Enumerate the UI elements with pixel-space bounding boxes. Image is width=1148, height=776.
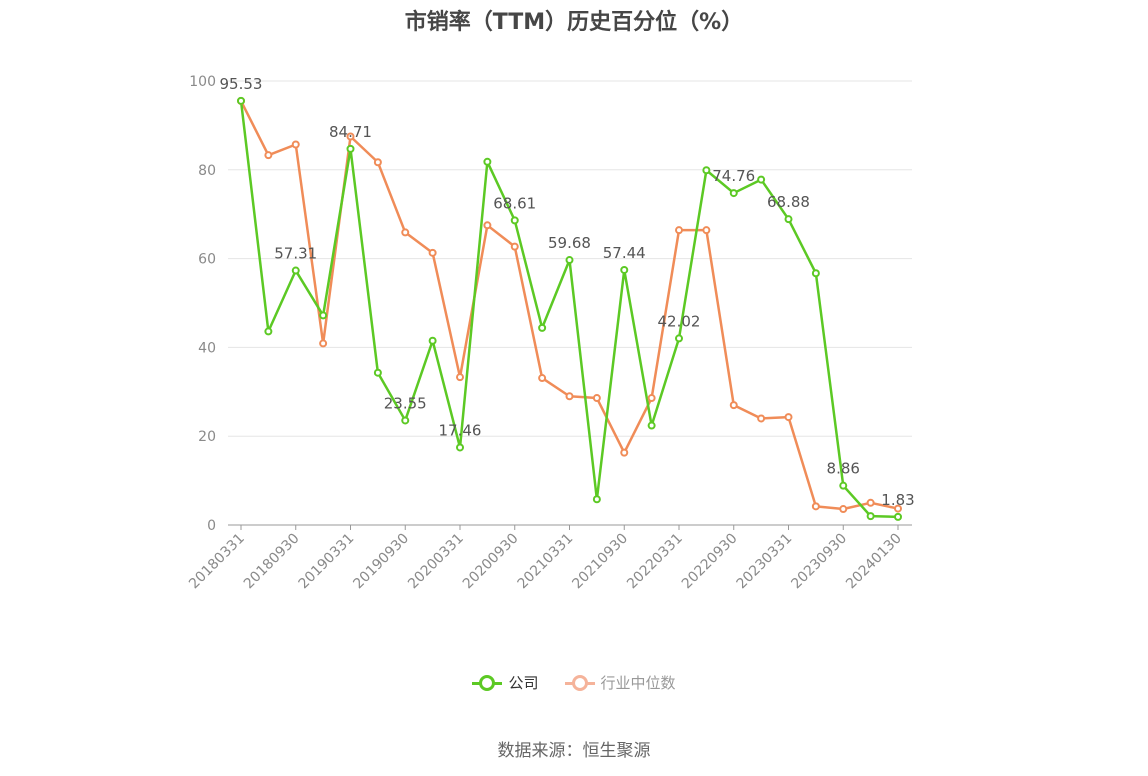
industry-data-point <box>702 226 711 235</box>
x-axis <box>228 524 912 530</box>
company-data-point <box>565 256 574 265</box>
series-points <box>237 96 902 521</box>
company-data-point <box>784 215 793 224</box>
data-label: 74.76 <box>712 167 755 185</box>
industry-data-point <box>264 151 273 160</box>
data-label: 68.61 <box>493 194 536 212</box>
industry-data-point <box>319 339 328 348</box>
industry-series-line <box>239 100 899 511</box>
y-tick-label: 20 <box>198 429 216 445</box>
legend: 公司 行业中位数 <box>0 672 1148 693</box>
x-tick-label: 20210930 <box>569 531 631 593</box>
company-data-point <box>811 269 820 278</box>
industry-data-point <box>510 242 519 251</box>
company-data-point <box>866 512 875 521</box>
data-label: 68.88 <box>767 193 810 211</box>
chart-title: 市销率（TTM）历史百分位（%） <box>404 10 744 35</box>
data-label: 57.44 <box>603 244 646 262</box>
data-label: 95.53 <box>220 75 263 93</box>
company-data-point <box>373 368 382 377</box>
industry-data-point <box>483 221 492 230</box>
company-data-point <box>510 216 519 225</box>
y-tick-label: 80 <box>198 163 216 179</box>
company-data-point <box>401 416 410 425</box>
company-data-point <box>702 166 711 175</box>
data-label: 1.83 <box>881 491 914 509</box>
industry-data-point <box>346 132 355 141</box>
company-data-point <box>483 157 492 166</box>
industry-data-point <box>675 226 683 235</box>
x-tick-label: 20180331 <box>186 531 248 593</box>
company-data-point <box>757 175 766 184</box>
y-tick-label: 60 <box>198 252 216 268</box>
company-data-point <box>428 336 437 345</box>
x-axis-tick-labels: 2018033120180930201903312019093020200331… <box>186 531 905 593</box>
company-data-point <box>647 421 656 430</box>
y-tick-label: 40 <box>198 340 216 356</box>
company-data-point <box>839 481 848 490</box>
data-label: 17.46 <box>439 421 482 439</box>
company-data-point <box>538 323 547 332</box>
company-data-point <box>237 96 245 105</box>
company-data-point <box>291 266 300 275</box>
company-data-point <box>675 334 683 343</box>
series-lines <box>239 100 899 519</box>
y-tick-label: 100 <box>189 74 216 90</box>
x-tick-label: 20180930 <box>241 531 303 593</box>
industry-data-point <box>839 505 848 514</box>
industry-data-point <box>565 392 574 401</box>
data-labels: 95.53 57.31 84.71 23.55 17.46 68.61 59.68 57.44… <box>220 75 915 509</box>
industry-data-point <box>373 158 382 167</box>
y-axis-tick-labels: 0 20 40 60 80 100 <box>189 74 216 534</box>
x-tick-label: 20200331 <box>405 531 467 593</box>
x-tick-label: 20210331 <box>515 531 577 593</box>
y-tick-label: 0 <box>207 518 216 534</box>
company-data-point <box>894 512 902 521</box>
x-tick-label: 20220331 <box>624 531 686 593</box>
industry-data-point <box>894 504 902 513</box>
data-label: 59.68 <box>548 234 591 252</box>
company-data-point <box>264 327 273 336</box>
industry-data-point <box>592 394 601 403</box>
legend-item-company[interactable]: 公司 <box>472 672 539 693</box>
industry-data-point <box>729 401 738 410</box>
line-chart: 0 20 40 60 80 100 201803312018093020190331201… <box>186 74 915 593</box>
data-label: 42.02 <box>658 312 701 330</box>
data-label: 57.31 <box>274 245 317 263</box>
company-data-point <box>319 311 328 320</box>
x-tick-label: 20200930 <box>460 531 522 593</box>
data-label: 8.86 <box>827 460 860 478</box>
company-data-point <box>456 443 464 452</box>
industry-data-point <box>866 498 875 507</box>
data-label: 84.71 <box>329 123 372 141</box>
industry-data-point <box>401 228 410 237</box>
x-tick-label: 20220930 <box>679 531 741 593</box>
x-tick-label: 20230930 <box>788 531 850 593</box>
industry-data-point <box>620 448 629 457</box>
legend-item-industry[interactable]: 行业中位数 <box>564 672 676 693</box>
industry-data-point <box>538 374 547 383</box>
company-data-point <box>620 265 629 274</box>
legend-label-company: 公司 <box>508 674 539 692</box>
company-data-point <box>729 189 738 198</box>
legend-marker-industry-icon <box>564 674 595 691</box>
industry-data-point <box>647 394 656 403</box>
legend-marker-company-icon <box>472 674 503 691</box>
x-tick-label: 20240130 <box>843 531 905 593</box>
x-tick-label: 20230331 <box>734 531 796 593</box>
x-tick-label: 20190930 <box>350 531 412 593</box>
x-tick-label: 20190331 <box>296 531 358 593</box>
industry-data-point <box>757 414 766 423</box>
industry-data-point <box>456 373 464 382</box>
industry-data-point <box>428 248 437 257</box>
industry-data-point <box>291 140 300 149</box>
legend-label-industry: 行业中位数 <box>600 674 676 692</box>
company-data-point <box>592 495 601 504</box>
company-data-point <box>346 144 355 153</box>
industry-data-point <box>784 413 793 422</box>
data-label: 23.55 <box>384 394 427 412</box>
data-source-note: 数据来源：恒生聚源 <box>497 741 651 761</box>
industry-data-point <box>811 502 820 511</box>
